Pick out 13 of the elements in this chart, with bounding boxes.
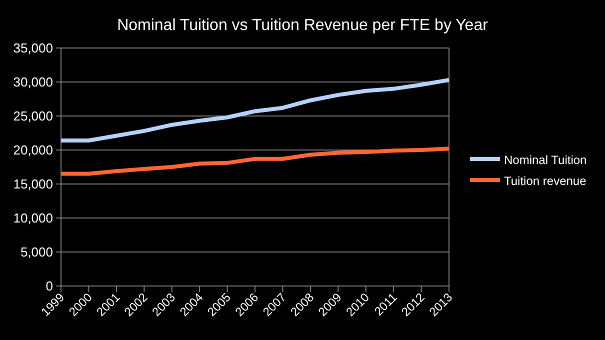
line-series xyxy=(59,78,451,142)
chart-title: Nominal Tuition vs Tuition Revenue per FTE by Year xyxy=(117,17,489,34)
y-tick-label: 5,000 xyxy=(20,244,53,260)
y-tick-label: 35,000 xyxy=(13,40,53,56)
legend-label: Tuition revenue xyxy=(504,174,587,188)
y-tick-label: 10,000 xyxy=(13,210,53,226)
legend-label: Nominal Tuition xyxy=(504,153,587,167)
line-series xyxy=(59,146,451,176)
y-tick-label: 0 xyxy=(46,278,53,294)
y-tick-label: 20,000 xyxy=(13,142,53,158)
y-tick-label: 25,000 xyxy=(13,108,53,124)
y-tick-label: 15,000 xyxy=(13,176,53,192)
y-tick-label: 30,000 xyxy=(13,74,53,90)
